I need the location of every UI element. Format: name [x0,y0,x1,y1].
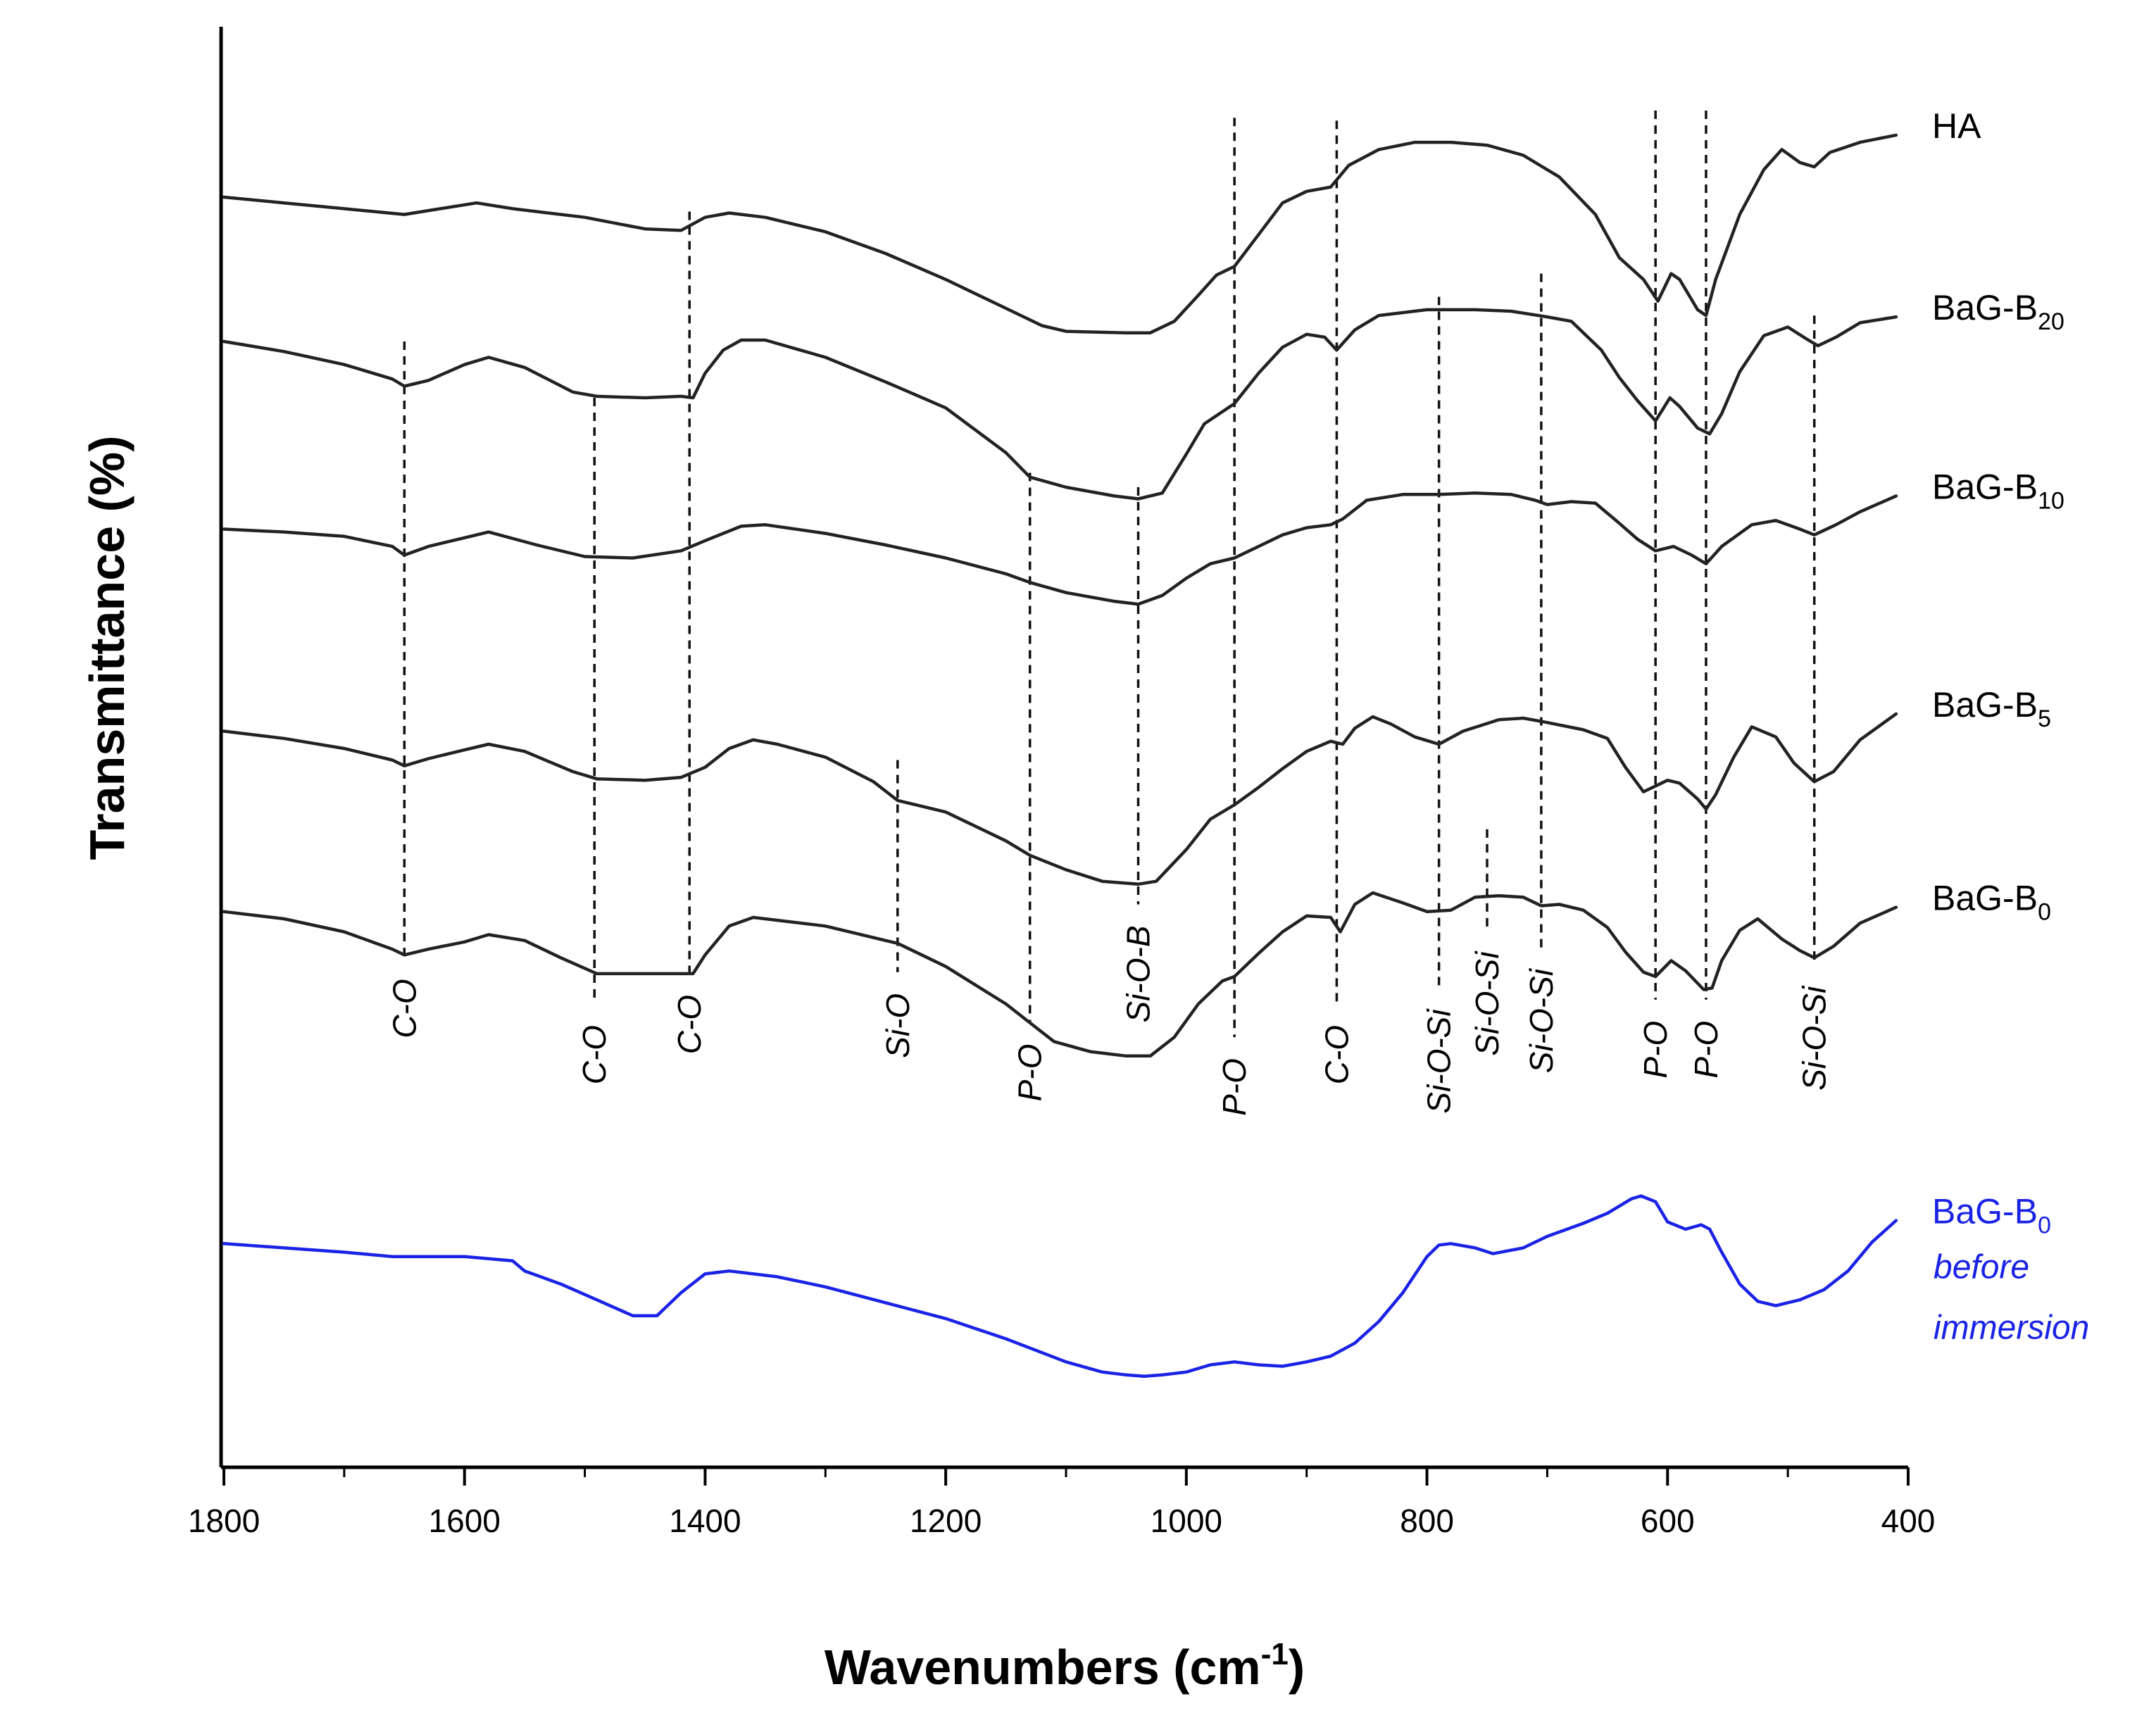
series-line-bag-b10 [222,491,1898,606]
x-tick-label: 1600 [429,1502,501,1539]
series-label-bag-b20: BaG-B20 [1932,288,2064,335]
x-tick-label: 800 [1400,1502,1454,1539]
series-label-main: BaG-B [1932,685,2038,724]
band-label-c-o: C-O [576,1025,613,1084]
series-label-sub: 10 [2038,487,2064,514]
series-line-bag-b20 [222,308,1898,501]
series-label-sub: 0 [2038,1212,2051,1238]
series-label-sub: 5 [2038,705,2051,732]
series-label-bag-b0-before-immersion: BaG-B0 [1932,1191,2051,1238]
x-tick-label: 400 [1881,1502,1936,1539]
band-label-p-o: P-O [1216,1058,1253,1116]
series-line-bag-b5 [222,712,1898,886]
series-labels: HABaG-B20BaG-B10BaG-B5BaG-B0BaG-B0before… [1932,106,2089,1347]
x-ticks: 1800 1600 1400 1200 1000 800 600 400 [188,1467,1936,1539]
series-label-main: BaG-B [1932,288,2038,327]
x-axis-label-main: Wavenumbers (cm [825,1640,1261,1695]
band-label-p-o: P-O [1688,1021,1724,1079]
x-axis-label: Wavenumbers (cm-1) [825,1637,1305,1695]
series-label-main: BaG-B [1932,467,2038,506]
series-line-bag-b0-before-immersion [222,1194,1898,1379]
series-note-line: before [1933,1248,2029,1286]
x-tick-label: 1400 [669,1502,741,1539]
x-axis-label-end: ) [1289,1640,1305,1695]
x-tick-label: 600 [1641,1502,1695,1539]
band-label-si-o-si: Si-O-Si [1469,950,1505,1056]
series-label-ha: HA [1932,106,1981,146]
x-tick-label: 1800 [188,1502,260,1539]
band-annotations: C-O C-O C-O Si-O P-O Si-O-B P-O C-O Si-O-Si Si-O-… [386,111,1833,1116]
band-label-si-o: Si-O [879,993,916,1058]
band-label-c-o: C-O [671,995,708,1054]
band-label-c-o: C-O [1318,1025,1355,1084]
x-tick-label: 1200 [910,1502,982,1539]
series-label-main: BaG-B [1932,879,2038,918]
band-label-si-o-si: Si-O-Si [1421,1008,1458,1114]
series-label-bag-b0: BaG-B0 [1932,879,2051,926]
series-label-bag-b10: BaG-B10 [1932,467,2064,514]
series-line-ha [222,133,1898,334]
series-line-bag-b0 [222,891,1898,1058]
series-label-sub: 0 [2038,899,2051,926]
band-label-si-o-si: Si-O-Si [1523,967,1560,1073]
band-label-si-o-si: Si-O-Si [1796,985,1833,1091]
series-note-line: immersion [1933,1309,2089,1346]
series-label-bag-b5: BaG-B5 [1932,685,2051,732]
band-label-p-o: P-O [1637,1021,1674,1079]
series-label-sub: 20 [2038,308,2064,335]
x-tick-label: 1000 [1151,1502,1222,1539]
plot-area: 1800 1600 1400 1200 1000 800 600 400 C-OC-OC-O S… [188,27,2089,1539]
series-group [222,133,1898,1379]
y-axis-label: Transmittance (%) [80,436,134,860]
band-label-si-o-b: Si-O-B [1120,926,1157,1023]
series-label-main: BaG-B [1932,1191,2038,1231]
series-label-main: HA [1932,106,1981,146]
band-label-p-o: P-O [1012,1044,1048,1102]
band-label-c-o: C-O [386,979,422,1038]
x-axis-label-sup: -1 [1261,1637,1289,1671]
